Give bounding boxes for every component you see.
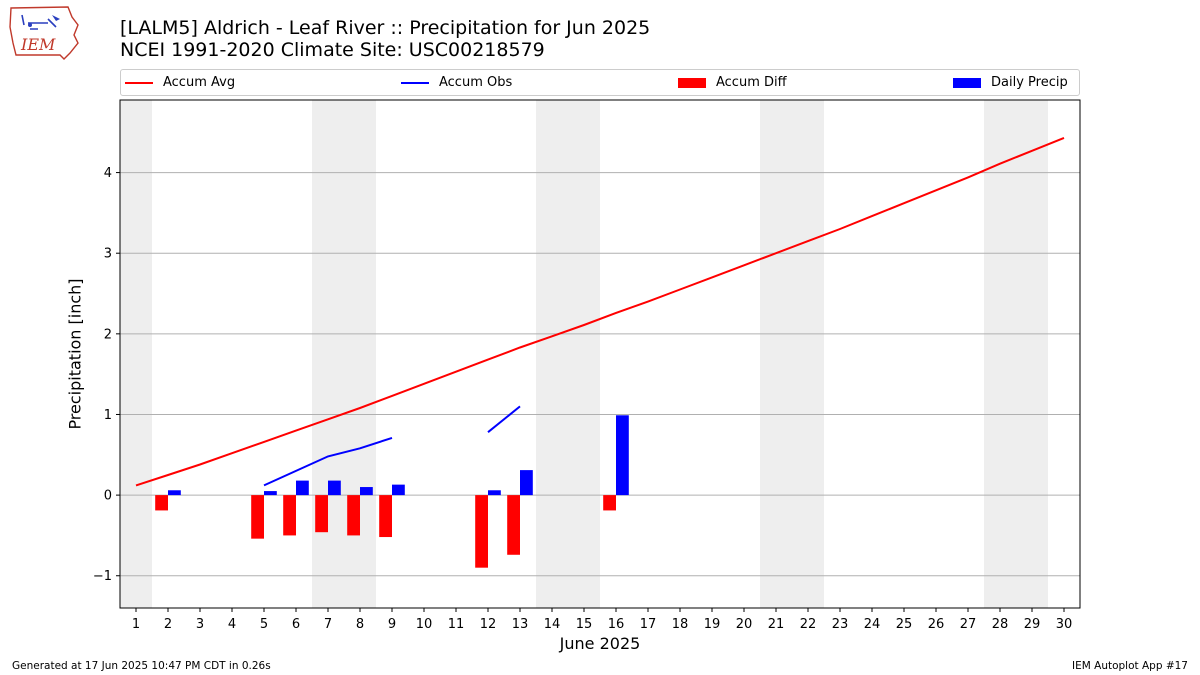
chart-title: [LALM5] Aldrich - Leaf River :: Precipit… [120, 17, 651, 39]
daily-precip-bar [264, 491, 277, 496]
daily-precip-bar [488, 490, 501, 496]
x-tick-label: 10 [416, 617, 433, 632]
y-tick-label: 4 [104, 166, 112, 181]
y-axis-label: Precipitation [inch] [65, 278, 85, 430]
x-tick-label: 12 [480, 617, 497, 632]
accum-diff-bar [315, 495, 328, 533]
generated-timestamp: Generated at 17 Jun 2025 10:47 PM CDT in… [12, 660, 271, 672]
x-tick-label: 22 [800, 617, 817, 632]
weekend-shade [984, 100, 1048, 608]
x-tick-label: 4 [228, 617, 236, 632]
legend-item-accum-avg: Accum Avg [125, 70, 235, 95]
daily-precip-bar [296, 480, 309, 496]
accum-obs-line [487, 405, 521, 433]
x-tick-label: 7 [324, 617, 332, 632]
legend-label-daily-precip: Daily Precip [991, 75, 1068, 90]
logo-text: IEM [20, 35, 56, 54]
legend-item-accum-obs: Accum Obs [401, 70, 512, 95]
x-tick-label: 16 [608, 617, 625, 632]
plot-frame [119, 99, 1081, 609]
weekend-shade [120, 100, 152, 608]
legend-swatch-daily-precip [953, 77, 981, 88]
daily-precip-bar [328, 480, 341, 496]
x-tick-label: 28 [992, 617, 1009, 632]
x-tick-label: 21 [768, 617, 785, 632]
legend-label-accum-obs: Accum Obs [439, 75, 513, 90]
accum-diff-bar [155, 495, 168, 511]
accum-diff-bar [475, 495, 488, 568]
x-tick-label: 8 [356, 617, 364, 632]
legend: Accum Avg Accum Obs Accum Diff Daily Pre… [120, 69, 1080, 96]
x-tick-label: 30 [1056, 617, 1073, 632]
x-tick-label: 17 [640, 617, 657, 632]
y-tick-label: 0 [104, 489, 112, 504]
x-tick-label: 6 [292, 617, 300, 632]
chart-subtitle: NCEI 1991-2020 Climate Site: USC00218579 [120, 39, 545, 61]
app-credit: IEM Autoplot App #17 [1072, 660, 1188, 672]
x-tick-label: 13 [512, 617, 529, 632]
accum-diff-bar [379, 495, 392, 538]
x-tick-label: 14 [544, 617, 561, 632]
weekend-shade [536, 100, 600, 608]
x-tick-label: 1 [132, 617, 140, 632]
x-tick-label: 9 [388, 617, 396, 632]
daily-precip-bar [360, 487, 373, 496]
legend-item-accum-diff: Accum Diff [678, 70, 787, 95]
legend-swatch-accum-obs [401, 81, 429, 84]
accum-diff-bar [283, 495, 296, 536]
x-tick-label: 23 [832, 617, 849, 632]
x-tick-label: 2 [164, 617, 172, 632]
y-tick-label: 1 [104, 408, 112, 423]
y-tick-label: 2 [104, 327, 112, 342]
legend-item-daily-precip: Daily Precip [953, 70, 1068, 95]
x-tick-label: 15 [576, 617, 593, 632]
weekend-shade [760, 100, 824, 608]
x-axis-label: June 2025 [559, 634, 641, 653]
x-tick-label: 3 [196, 617, 204, 632]
x-tick-label: 25 [896, 617, 913, 632]
daily-precip-bar [520, 470, 533, 496]
daily-precip-bar [168, 490, 181, 496]
x-tick-label: 11 [448, 617, 465, 632]
daily-precip-bar [392, 484, 405, 496]
legend-swatch-accum-avg [125, 81, 153, 84]
x-tick-label: 20 [736, 617, 753, 632]
x-tick-label: 24 [864, 617, 881, 632]
y-tick-label: −1 [93, 569, 112, 584]
accum-diff-bar [251, 495, 264, 539]
x-tick-label: 26 [928, 617, 945, 632]
legend-label-accum-diff: Accum Diff [716, 75, 787, 90]
iem-logo: IEM [9, 6, 79, 60]
accum-avg-line [135, 136, 1065, 487]
accum-diff-bar [603, 495, 616, 511]
x-tick-label: 27 [960, 617, 977, 632]
accum-diff-bar [347, 495, 360, 536]
legend-label-accum-avg: Accum Avg [163, 75, 236, 90]
accum-diff-bar [507, 495, 520, 555]
x-tick-label: 18 [672, 617, 689, 632]
x-tick-label: 19 [704, 617, 721, 632]
x-tick-label: 29 [1024, 617, 1041, 632]
daily-precip-bar [616, 415, 629, 496]
y-tick-label: 3 [104, 247, 112, 262]
x-tick-label: 5 [260, 617, 268, 632]
accum-obs-line [263, 436, 393, 487]
legend-swatch-accum-diff [678, 77, 706, 88]
